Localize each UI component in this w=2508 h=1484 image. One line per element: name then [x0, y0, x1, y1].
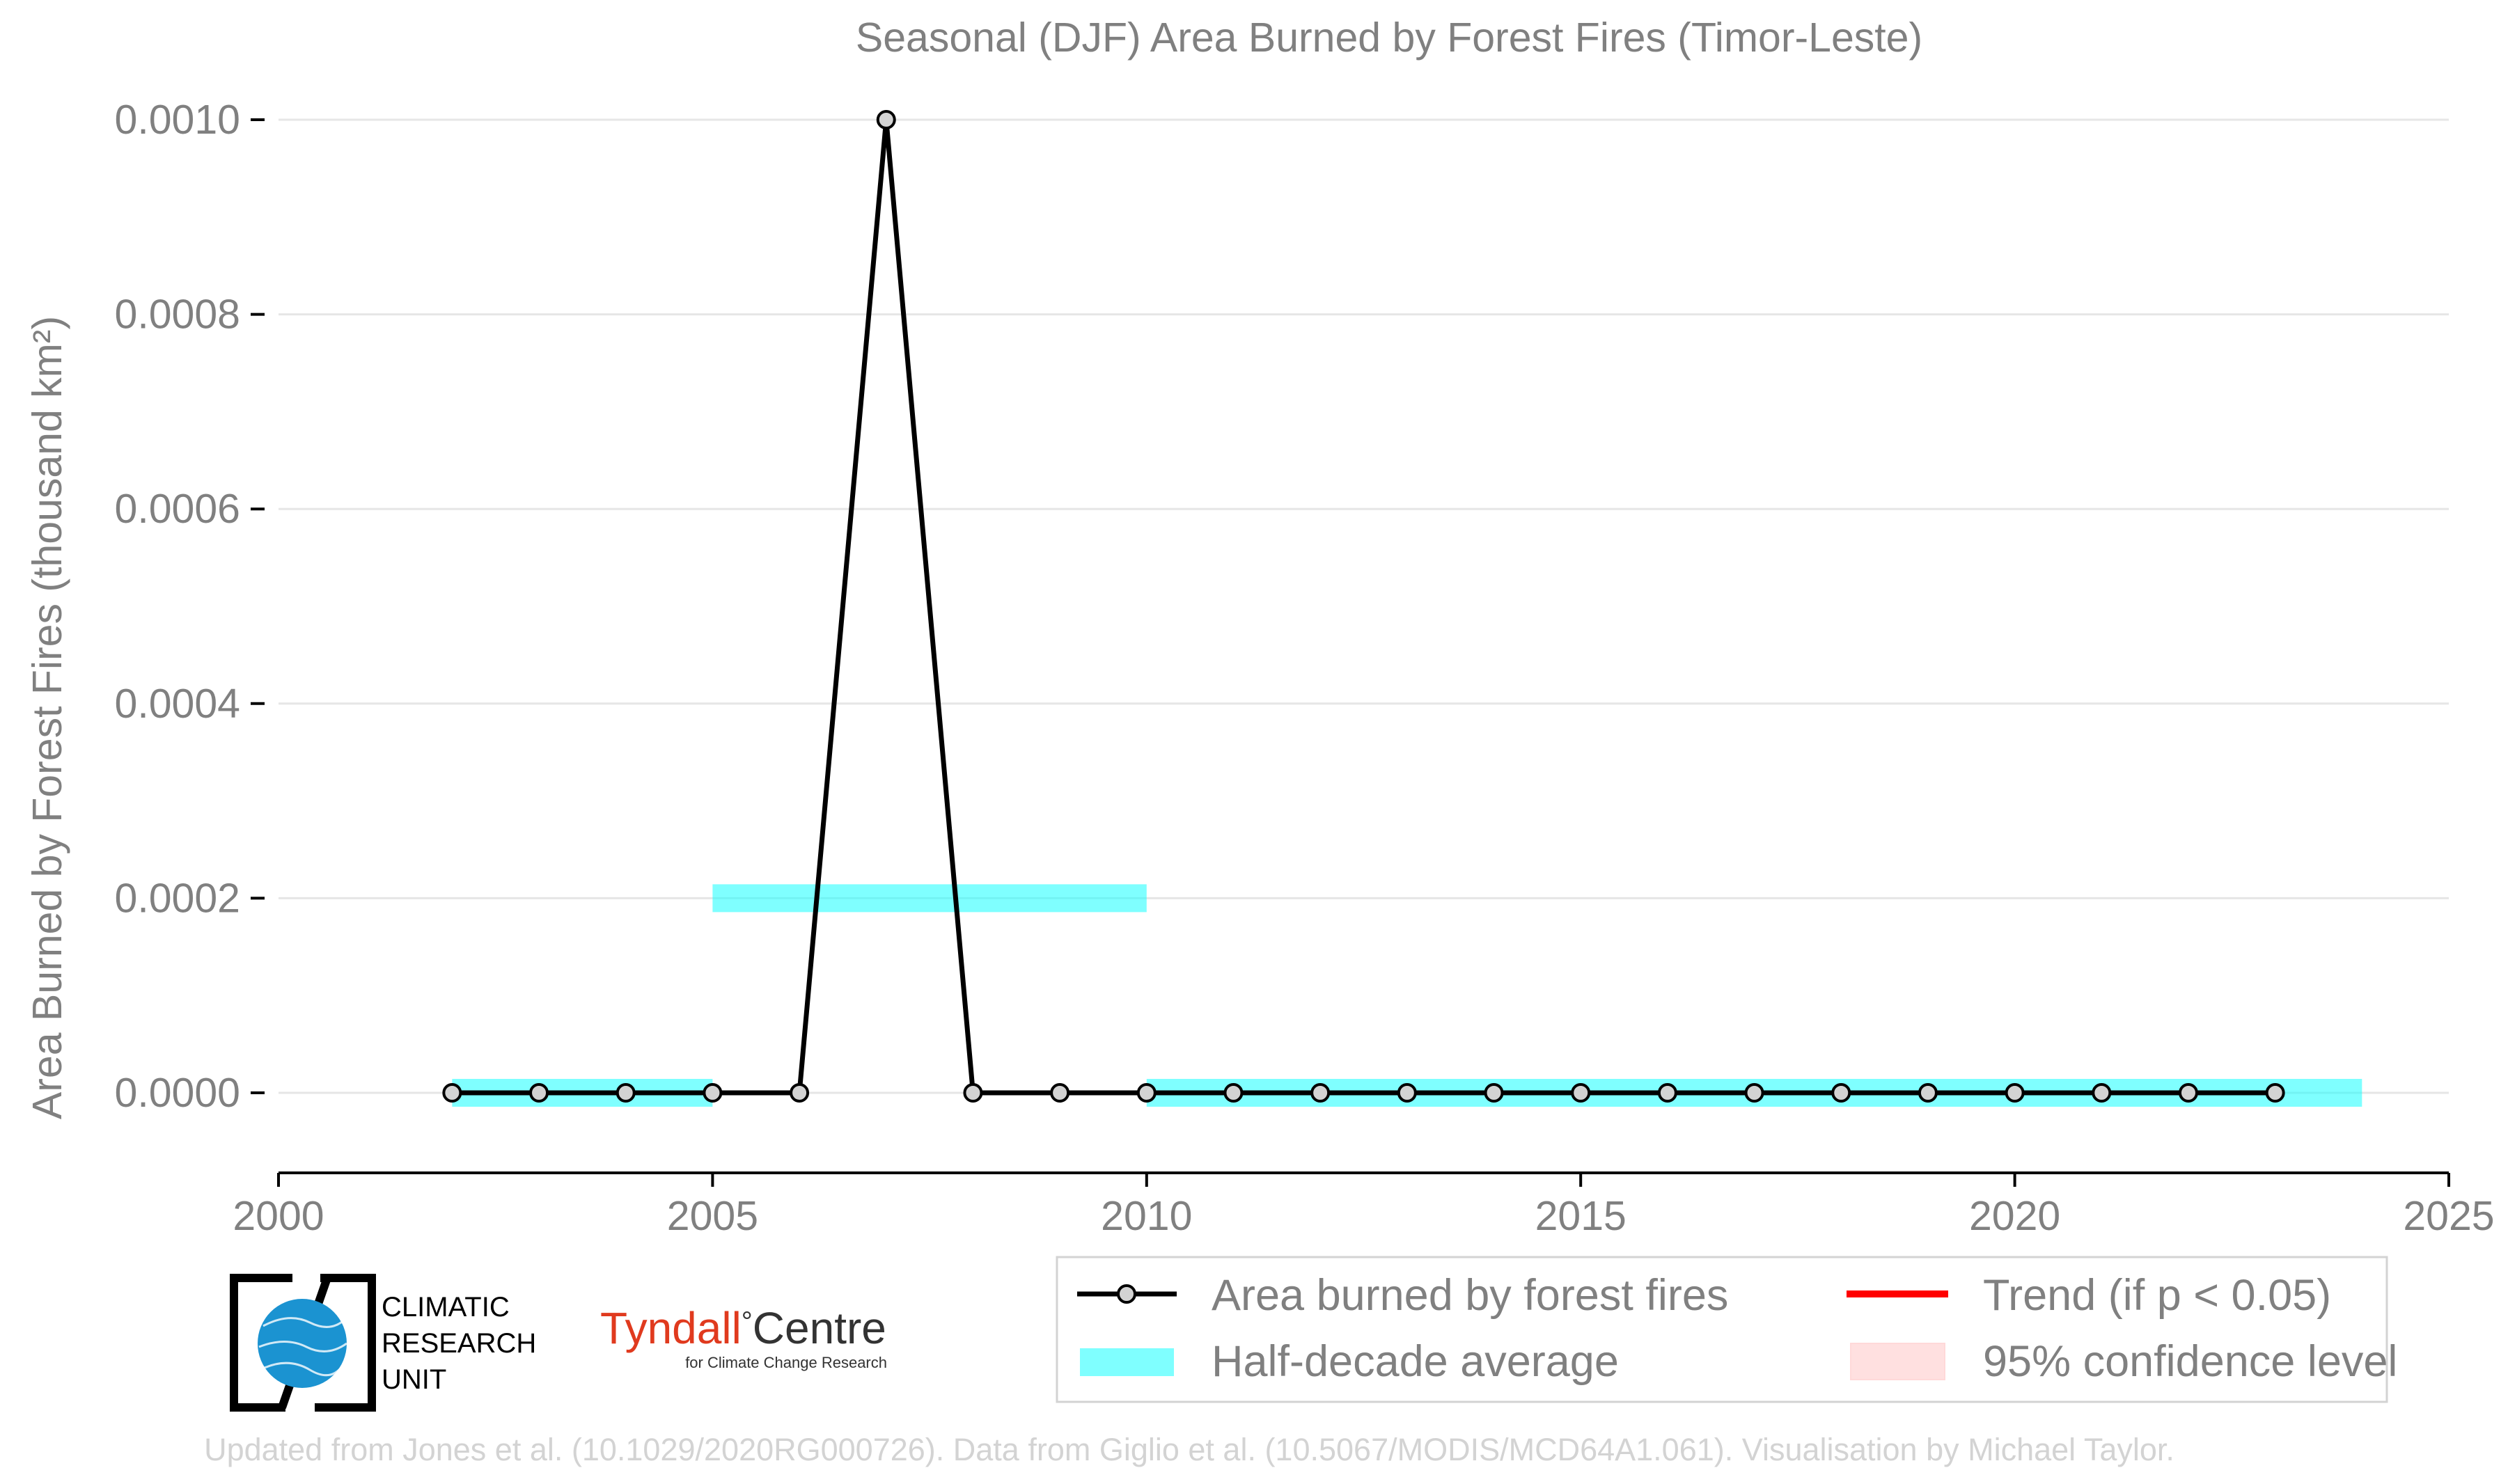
half-decade-average-band [712, 884, 1147, 913]
data-point [1571, 1083, 1591, 1103]
cru-logo: CLIMATIC RESEARCH UNIT [230, 1274, 536, 1412]
data-point [2178, 1083, 2198, 1103]
series-group [442, 110, 2285, 1103]
x-tick-label: 2010 [1101, 1193, 1192, 1239]
y-axis-label: Area Burned by Forest Fires (thousand km… [24, 316, 70, 1119]
y-tick-label: 0.0004 [115, 681, 240, 727]
legend-item-confidence: 95% confidence level [1850, 1337, 2397, 1386]
y-tick-label: 0.0002 [115, 875, 240, 921]
tyndall-name: Tyndall [600, 1303, 742, 1353]
data-point [1397, 1083, 1417, 1103]
data-point [1484, 1083, 1504, 1103]
data-point [1136, 1083, 1157, 1103]
x-tick-label: 2005 [667, 1193, 758, 1239]
half-decade-average-bands [452, 884, 2362, 1107]
cru-line-3: UNIT [382, 1364, 446, 1395]
y-tick-label: 0.0008 [115, 292, 240, 338]
y-tick-label: 0.0006 [115, 486, 240, 532]
data-point [1657, 1083, 1677, 1103]
legend: Area burned by forest fires Trend (if p … [1056, 1256, 2397, 1403]
data-point [1310, 1083, 1331, 1103]
legend-label-trend: Trend (if p < 0.05) [1983, 1271, 2331, 1320]
legend-marker-swatch [1117, 1284, 1136, 1304]
chart-title: Seasonal (DJF) Area Burned by Forest Fir… [856, 15, 1922, 61]
legend-confidence-swatch [1850, 1343, 1945, 1380]
y-tick-label: 0.0000 [115, 1070, 240, 1116]
data-point [529, 1083, 549, 1103]
data-point [2092, 1083, 2112, 1103]
grid [279, 118, 2449, 1094]
data-point [442, 1083, 462, 1103]
legend-label-half-decade: Half-decade average [1212, 1337, 1619, 1386]
y-axis-label-text: Area Burned by Forest Fires (thousand km… [24, 316, 70, 1119]
data-point [1050, 1083, 1070, 1103]
data-point [2005, 1083, 2025, 1103]
x-tick-label: 2020 [1969, 1193, 2060, 1239]
data-point [1223, 1083, 1244, 1103]
data-point [1918, 1083, 1938, 1103]
legend-label-confidence: 95% confidence level [1983, 1337, 2397, 1386]
data-point [876, 110, 896, 129]
data-point [1831, 1083, 1851, 1103]
globe-contour-icon [258, 1317, 347, 1377]
x-tick-label: 2000 [233, 1193, 324, 1239]
legend-item-half-decade: Half-decade average [1080, 1337, 1619, 1386]
data-point [790, 1083, 810, 1103]
credit-line: Updated from Jones et al. (10.1029/2020R… [204, 1432, 2174, 1467]
data-point [963, 1083, 983, 1103]
x-tick-label: 2015 [1535, 1193, 1627, 1239]
x-tick-label: 2025 [2403, 1193, 2494, 1239]
legend-label-area-burned: Area burned by forest fires [1212, 1271, 1728, 1320]
tyndall-logo: Tyndall°Centre for Climate Change Resear… [600, 1303, 887, 1371]
data-point [1744, 1083, 1764, 1103]
series-line [452, 119, 2275, 1096]
tyndall-degree: ° [742, 1307, 753, 1337]
legend-band-swatch [1080, 1348, 1174, 1376]
legend-item-area-burned: Area burned by forest fires [1077, 1271, 1728, 1320]
tyndall-logo-text: Tyndall°Centre [600, 1303, 886, 1353]
cru-line-1: CLIMATIC [382, 1292, 510, 1323]
tyndall-centre: Centre [753, 1303, 886, 1353]
tyndall-subtitle: for Climate Change Research [685, 1354, 887, 1371]
globe-icon [258, 1299, 347, 1388]
cru-bracket-icon [230, 1274, 376, 1412]
data-point [616, 1083, 636, 1103]
legend-item-trend: Trend (if p < 0.05) [1847, 1271, 2331, 1320]
y-tick-label: 0.0010 [115, 97, 240, 143]
data-point [703, 1083, 723, 1103]
axes: 0.0000 0.0002 0.0004 0.0006 0.0008 0.0010 2000… [115, 97, 2495, 1239]
cru-line-2: RESEARCH [382, 1328, 536, 1359]
legend-box [1056, 1256, 2388, 1403]
data-point [2265, 1083, 2285, 1103]
